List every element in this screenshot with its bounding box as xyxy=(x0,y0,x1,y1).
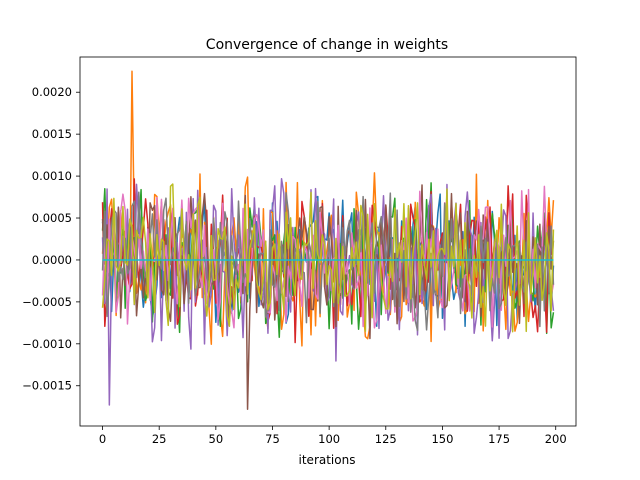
y-tick-label: −0.0005 xyxy=(22,295,72,309)
x-axis-label: iterations xyxy=(299,453,356,467)
series-line-9 xyxy=(101,183,555,333)
y-tick-label: 0.0020 xyxy=(32,85,72,99)
y-tick-label: 0.0000 xyxy=(32,253,72,267)
series-layer xyxy=(101,70,555,410)
x-axis: 0 25 50 75 100 125 150 175 200 xyxy=(99,426,567,446)
x-tick-label: 25 xyxy=(152,432,167,446)
plot-frame xyxy=(79,56,577,427)
y-axis: −0.0015 −0.0010 −0.0005 0.0000 0.0005 0.0010 0… xyxy=(22,85,80,393)
x-tick-label: 0 xyxy=(99,432,106,446)
y-tick-label: 0.0005 xyxy=(32,211,72,225)
x-tick-label: 175 xyxy=(488,432,510,446)
x-tick-label: 75 xyxy=(265,432,280,446)
x-tick-label: 125 xyxy=(375,432,397,446)
x-tick-label: 50 xyxy=(209,432,224,446)
series-line-5 xyxy=(101,177,555,406)
y-tick-label: −0.0015 xyxy=(22,379,72,393)
x-tick-label: 200 xyxy=(545,432,567,446)
x-tick-label: 100 xyxy=(318,432,340,446)
series-line-8 xyxy=(101,191,555,332)
x-tick-label: 150 xyxy=(431,432,453,446)
chart-title: Convergence of change in weights xyxy=(206,37,448,53)
y-tick-label: 0.0010 xyxy=(32,169,72,183)
y-tick-label: 0.0015 xyxy=(32,127,72,141)
y-tick-label: −0.0010 xyxy=(22,337,72,351)
